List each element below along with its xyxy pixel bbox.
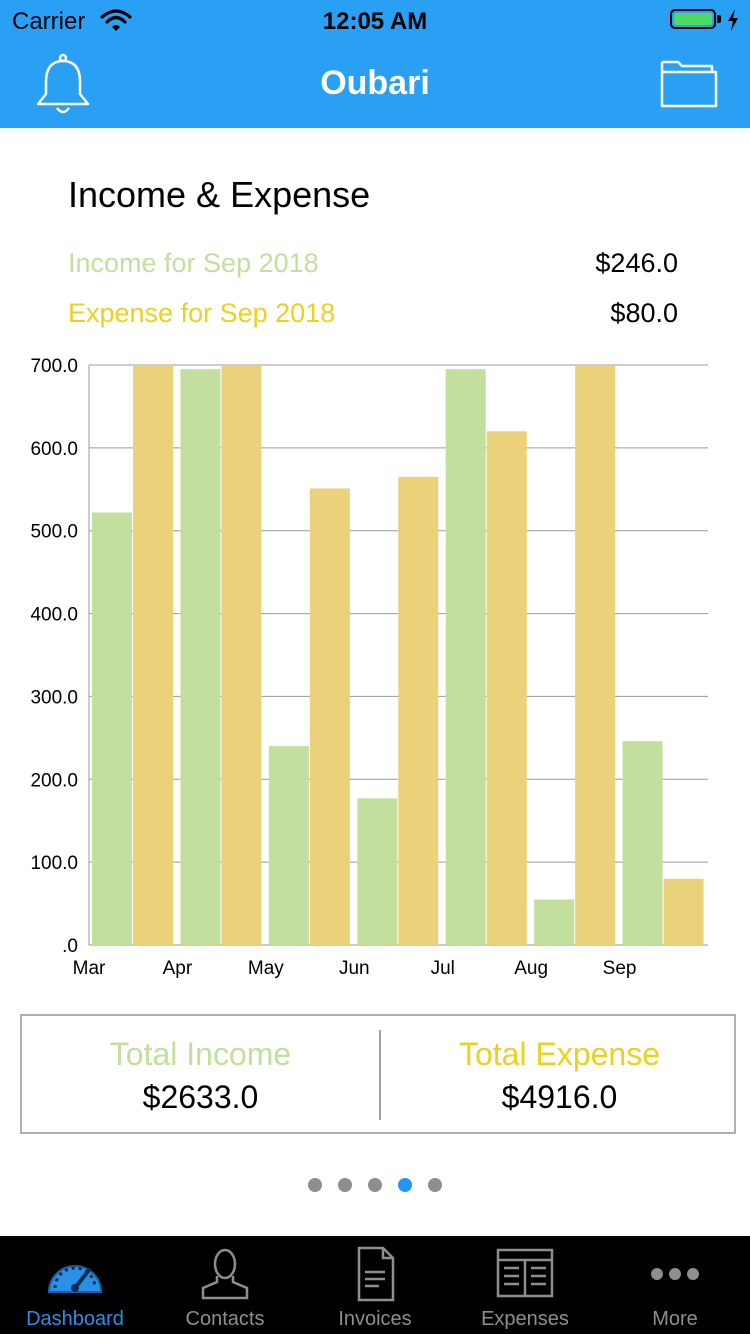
folder-icon[interactable]: [650, 54, 726, 114]
tab-label: Contacts: [185, 1308, 265, 1330]
totals-divider: [379, 1030, 381, 1120]
total-income-value: $2633.0: [142, 1079, 259, 1115]
total-expense-value: $4916.0: [501, 1079, 618, 1115]
income-bar-mar[interactable]: [92, 512, 132, 945]
x-tick-label: Apr: [163, 958, 193, 979]
expense-bar-aug[interactable]: [575, 365, 616, 945]
status-time: 12:05 AM: [322, 8, 428, 35]
bell-icon[interactable]: [28, 50, 98, 118]
page-title: Oubari: [320, 64, 430, 102]
tab-bar: Dashboard Contacts Invoices: [0, 1236, 750, 1334]
x-tick-label: May: [248, 958, 284, 979]
totals-panel: Total Income $2633.0 Total Expense $4916…: [20, 1014, 736, 1134]
total-expense-card: Total Expense $4916.0: [381, 1016, 738, 1116]
status-bar: Carrier 12:05 AM: [0, 0, 750, 40]
y-tick-label: 300.0: [30, 687, 78, 708]
charging-bolt-icon: [728, 9, 738, 31]
total-income-card: Total Income $2633.0: [22, 1016, 379, 1116]
person-icon: [201, 1248, 249, 1300]
expense-bar-jun[interactable]: [398, 476, 439, 945]
x-tick-label: Jun: [339, 958, 370, 979]
income-bar-apr[interactable]: [180, 369, 221, 946]
wifi-icon: [100, 9, 132, 31]
page-dot[interactable]: [308, 1178, 322, 1192]
y-tick-label: 500.0: [30, 522, 78, 543]
battery-icon: [670, 9, 716, 29]
x-tick-label: Jul: [431, 958, 455, 979]
x-tick-label: Sep: [603, 958, 637, 979]
speedometer-icon: [47, 1265, 103, 1293]
tab-label: More: [652, 1308, 698, 1330]
income-month-label: Income for Sep 2018: [68, 248, 319, 278]
income-bar-aug[interactable]: [534, 899, 575, 945]
y-tick-label: .0: [62, 936, 78, 957]
page-dot[interactable]: [398, 1178, 412, 1192]
page-dot[interactable]: [428, 1178, 442, 1192]
expense-month-value: $80.0: [610, 298, 678, 328]
document-icon: [357, 1246, 395, 1302]
tab-label: Dashboard: [26, 1308, 124, 1330]
tab-more[interactable]: More: [600, 1236, 750, 1334]
income-bar-jul[interactable]: [445, 369, 486, 946]
expense-bar-jul[interactable]: [486, 431, 527, 945]
total-expense-label: Total Expense: [458, 1036, 660, 1072]
tab-contacts[interactable]: Contacts: [150, 1236, 300, 1334]
y-tick-label: 200.0: [30, 770, 78, 791]
tab-label: Invoices: [338, 1308, 412, 1330]
page-indicator[interactable]: [0, 1178, 750, 1194]
expense-month-label: Expense for Sep 2018: [68, 298, 336, 328]
expense-bar-mar[interactable]: [133, 365, 173, 945]
more-dots-icon: [651, 1268, 699, 1280]
y-tick-label: 400.0: [30, 605, 78, 626]
income-bar-may[interactable]: [268, 746, 309, 945]
tab-expenses[interactable]: Expenses: [450, 1236, 600, 1334]
battery-tip: [717, 15, 721, 23]
page-dot[interactable]: [338, 1178, 352, 1192]
ledger-icon: [496, 1248, 554, 1298]
income-bar-sep[interactable]: [622, 741, 663, 945]
tab-label: Expenses: [481, 1308, 569, 1330]
income-month-value: $246.0: [595, 248, 678, 278]
page-dot[interactable]: [368, 1178, 382, 1192]
y-tick-label: 600.0: [30, 439, 78, 460]
x-tick-label: Aug: [514, 958, 548, 979]
expense-bar-apr[interactable]: [221, 365, 262, 945]
total-income-label: Total Income: [109, 1036, 292, 1072]
x-tick-label: Mar: [73, 958, 106, 979]
tab-invoices[interactable]: Invoices: [300, 1236, 450, 1334]
section-title: Income & Expense: [68, 174, 371, 215]
navigation-bar: Oubari: [0, 40, 750, 128]
expense-bar-may[interactable]: [309, 488, 350, 945]
y-tick-label: 100.0: [30, 853, 78, 874]
y-tick-label: 700.0: [30, 356, 78, 377]
expense-bar-sep[interactable]: [663, 878, 704, 945]
income-bar-jun[interactable]: [357, 798, 398, 945]
tab-dashboard[interactable]: Dashboard: [0, 1236, 150, 1334]
carrier-label: Carrier: [12, 8, 86, 35]
income-expense-bar-chart: 700.0 600.0 500.0 400.0 300.0 200.0 100.0 .0Mar…: [30, 356, 708, 979]
